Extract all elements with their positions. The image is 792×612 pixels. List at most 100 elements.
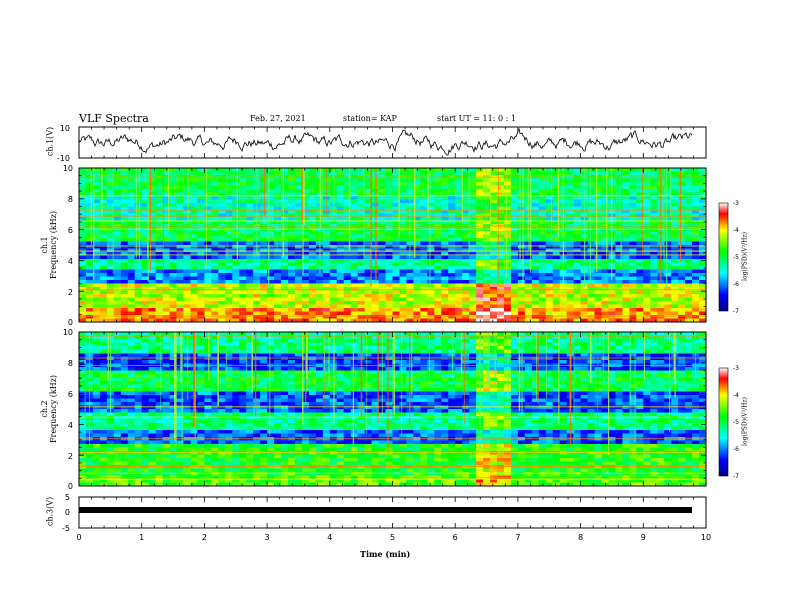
spectrogram-cell (204, 199, 212, 204)
spectrogram-cell (594, 297, 602, 302)
spectrogram-cell (134, 168, 143, 172)
spectrogram-cell (148, 283, 157, 288)
spectrogram-cell (113, 248, 122, 253)
spectrogram-cell (225, 255, 233, 260)
spectrogram-cell (211, 269, 219, 274)
spectrogram-cell (239, 290, 247, 295)
spectrogram-cell (120, 220, 129, 225)
spectrogram-cell (350, 241, 359, 246)
spectrogram-cell (288, 234, 296, 239)
spectrogram-cell (197, 342, 205, 347)
spectrogram-cell (357, 171, 366, 176)
spectrogram-cell (218, 217, 226, 221)
spectrogram-cell (538, 259, 547, 263)
spectrogram-cell (85, 231, 94, 235)
spectrogram-cell (85, 220, 94, 225)
spectrogram-cell (469, 276, 477, 281)
spectrogram-cell (490, 199, 498, 204)
spectrogram-cell (308, 217, 317, 221)
spectrogram-cell (413, 234, 421, 239)
spectrogram-cell (127, 262, 136, 267)
spectrogram-cell (622, 255, 630, 260)
spectrogram-cell (490, 283, 498, 288)
spectrogram-cell (99, 318, 108, 322)
spectrogram-cell (483, 308, 491, 312)
spectrogram-cell (483, 311, 491, 316)
spectrogram-cell (476, 259, 484, 263)
spectrogram-cell (503, 304, 512, 309)
spectrogram-cell (510, 245, 519, 249)
spectrogram-cell (469, 220, 477, 225)
spectrogram-cell (462, 220, 470, 225)
spectrogram-cell (308, 269, 317, 274)
spectrogram-cell (678, 217, 686, 221)
spectrogram-cell (545, 335, 554, 340)
spectrogram-cell (350, 294, 359, 298)
spectrogram-cell (162, 294, 170, 298)
spectrogram-cell (134, 206, 143, 211)
spectrogram-cell (211, 353, 219, 357)
spectrogram-cell (329, 304, 338, 309)
spectrogram-cell (399, 213, 407, 218)
spectrogram-cell (552, 273, 561, 277)
spectrogram-cell (288, 342, 296, 347)
spectrogram-cell (448, 171, 456, 176)
spectrogram-cell (594, 248, 602, 253)
spectrogram-cell (211, 171, 219, 176)
spectrogram-cell (260, 220, 268, 225)
spectrogram-cell (622, 287, 630, 291)
spectrogram-cell (148, 346, 157, 350)
spectrogram-cell (127, 206, 136, 211)
spectrogram-cell (113, 342, 122, 347)
spectrogram-cell (232, 339, 240, 343)
spectrogram-streak (163, 168, 164, 281)
spectrogram-cell (636, 241, 644, 246)
spectrogram-cell (329, 178, 338, 183)
spectrogram-cell (260, 342, 268, 347)
spectrogram-cell (643, 360, 651, 364)
spectrogram-cell (253, 315, 261, 319)
spectrogram-cell (169, 342, 177, 347)
spectrogram-cell (699, 220, 706, 225)
spectrogram-cell (336, 206, 345, 211)
spectrogram-cell (99, 280, 108, 284)
spectrogram-cell (545, 315, 554, 319)
spectrogram-cell (357, 315, 366, 319)
spectrogram-cell (155, 238, 163, 242)
spectrogram-cell (343, 203, 352, 207)
spectrogram-cell (510, 234, 519, 239)
spectrogram-cell (552, 199, 561, 204)
spectrogram-cell (510, 318, 519, 322)
spectrogram-cell (148, 255, 157, 260)
spectrogram-cell (615, 231, 623, 235)
spectrogram-cell (510, 262, 519, 267)
spectrogram-cell (183, 342, 191, 347)
spectrogram-cell (448, 266, 456, 270)
spectrogram-cell (92, 346, 101, 350)
spectrogram-cell (392, 349, 400, 354)
spectrogram-cell (308, 248, 317, 253)
spectrogram-cell (385, 241, 393, 246)
spectrogram-cell (267, 339, 275, 343)
spectrogram-cell (92, 255, 101, 260)
spectrogram-cell (253, 259, 261, 263)
spectrogram-cell (503, 287, 512, 291)
spectrogram-cell (615, 339, 623, 343)
spectrogram-cell (490, 290, 498, 295)
spectrogram-cell (462, 255, 470, 260)
spectrogram-cell (183, 238, 191, 242)
spectrogram-cell (232, 290, 240, 295)
spectrogram-cell (699, 287, 706, 291)
spectrogram-cell (510, 199, 519, 204)
spectrogram-cell (260, 318, 268, 322)
spectrogram-cell (469, 217, 477, 221)
spectrogram-cell (692, 213, 700, 218)
spectrogram-cell (239, 332, 247, 336)
spectrogram-cell (399, 280, 407, 284)
spectrogram-cell (155, 168, 163, 172)
spectrogram-cell (141, 178, 150, 183)
spectrogram-cell (92, 287, 101, 291)
spectrogram-cell (267, 280, 275, 284)
spectrogram-cell (85, 245, 94, 249)
spectrogram-cell (434, 259, 442, 263)
